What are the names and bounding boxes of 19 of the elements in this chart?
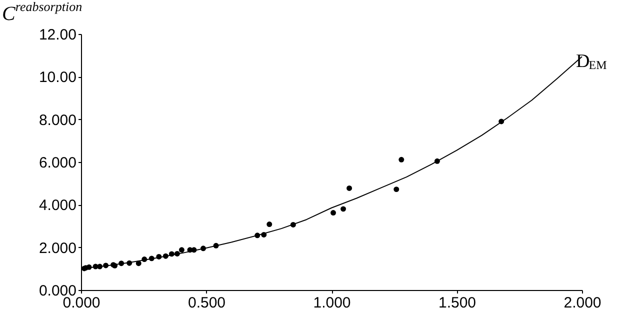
point [398,156,404,162]
y-tick-label: 10.00 [38,69,76,86]
x-axis-title: DEM [576,51,608,72]
x-tick-label: 1.500 [438,294,476,312]
point [330,210,336,216]
x-tick-label: 1.000 [313,294,351,312]
y-tick-label: 8.000 [38,112,76,129]
point [340,206,346,212]
x-tick-label: 0.500 [188,294,226,312]
y-tick-label: 6.000 [38,154,76,172]
point [394,186,400,192]
x-tick-label: 0.000 [62,294,100,312]
point [266,222,272,228]
y-tick-label: 2.000 [38,240,76,257]
point [178,247,184,253]
y-tick-label: 4.000 [38,197,76,214]
y-tick-label: 12.00 [38,26,76,44]
x-tick-label: 2.000 [564,294,602,312]
point [346,186,352,191]
